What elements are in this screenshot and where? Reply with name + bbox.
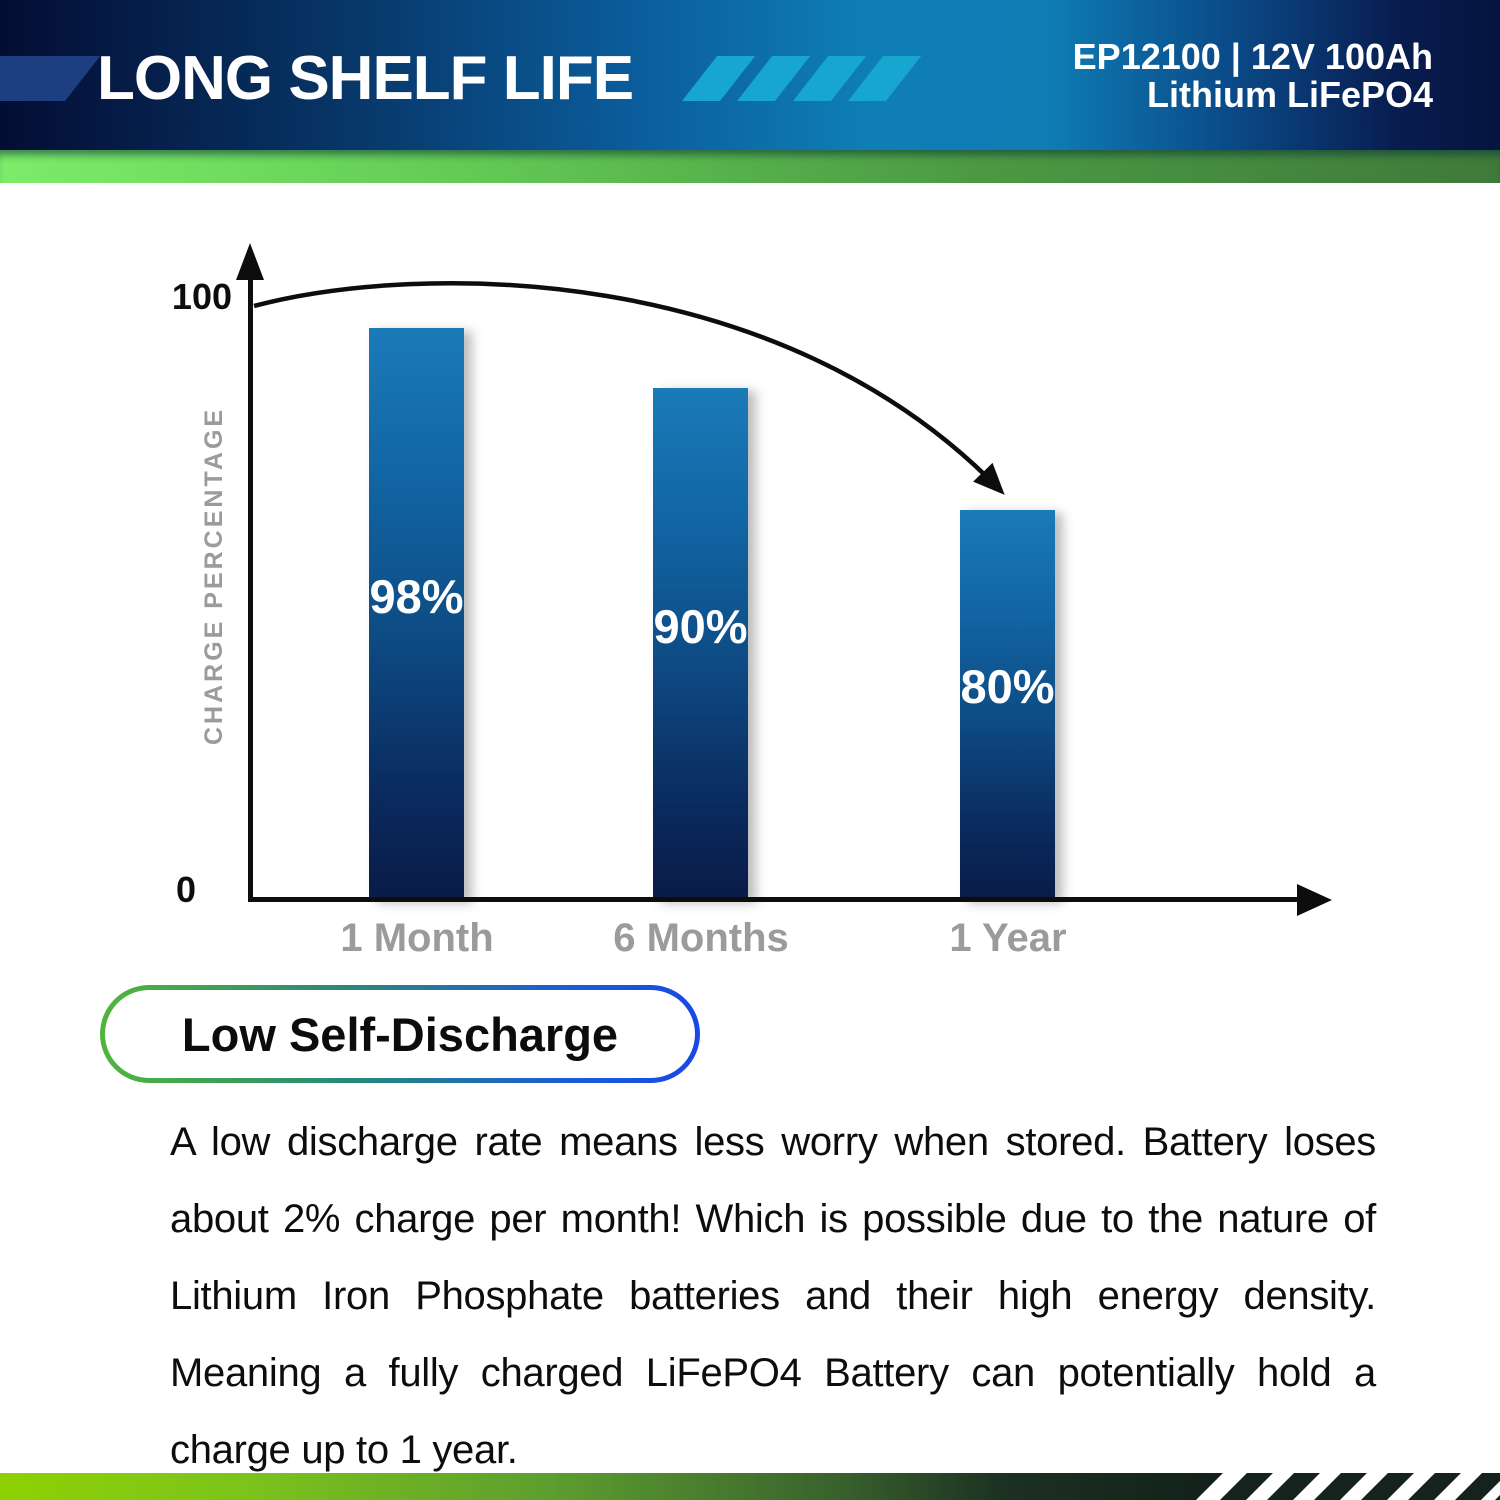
- product-chemistry: Lithium LiFePO4: [1146, 74, 1433, 115]
- x-axis-arrow-icon: [1297, 884, 1332, 916]
- charge-percentage-chart: 98% 90% 80% 100 0 CHARGE PERCENTAG: [0, 183, 1500, 983]
- y-axis-label: CHARGE PERCENTAGE: [200, 406, 228, 745]
- paragraph-line: Lithium Iron Phosphate batteries and the…: [170, 1274, 1376, 1318]
- footer-slash-icon: [1455, 1473, 1500, 1500]
- y-tick-0: 0: [175, 869, 196, 910]
- bar-value-label: 90%: [653, 600, 748, 653]
- paragraph-line: about 2% charge per month! Which is poss…: [170, 1197, 1376, 1241]
- x-label-1-month: 1 Month: [340, 916, 494, 960]
- bar-1-year: 80%: [960, 510, 1055, 900]
- x-label-6-months: 6 Months: [613, 916, 789, 960]
- paragraph-line: A low discharge rate means less worry wh…: [170, 1120, 1376, 1164]
- header-banner: LONG SHELF LIFE EP12100 | 12V 100Ah Lith…: [0, 0, 1500, 150]
- y-tick-100: 100: [171, 276, 232, 317]
- bar-6-months: 90%: [653, 388, 748, 900]
- badge-label: Low Self-Discharge: [181, 1007, 619, 1061]
- discharge-curve-arrow-icon: [253, 280, 1005, 495]
- paragraph-line: Meaning a fully charged LiFePO4 Battery …: [170, 1351, 1376, 1395]
- x-label-1-year: 1 Year: [949, 916, 1067, 960]
- product-model: EP12100 | 12V 100Ah: [1072, 36, 1433, 77]
- product-model-info: EP12100 | 12V 100Ah Lithium LiFePO4: [1073, 38, 1433, 114]
- header-left-slash-icon: [0, 56, 101, 101]
- y-axis-arrow-icon: [236, 243, 264, 280]
- header-green-stripe: [0, 150, 1500, 183]
- bar-value-label: 80%: [960, 660, 1055, 713]
- bar-value-label: 98%: [369, 570, 464, 623]
- bar-1-month: 98%: [369, 328, 464, 900]
- description-paragraph: A low discharge rate means less worry wh…: [170, 1104, 1376, 1489]
- badge-inner: Low Self-Discharge: [105, 990, 695, 1078]
- low-self-discharge-badge: Low Self-Discharge: [100, 985, 700, 1083]
- paragraph-line: charge up to 1 year.: [170, 1428, 518, 1472]
- footer-green-bar: [0, 1473, 1223, 1500]
- page-title: LONG SHELF LIFE: [97, 44, 634, 113]
- footer-slash-icon: [1408, 1473, 1461, 1500]
